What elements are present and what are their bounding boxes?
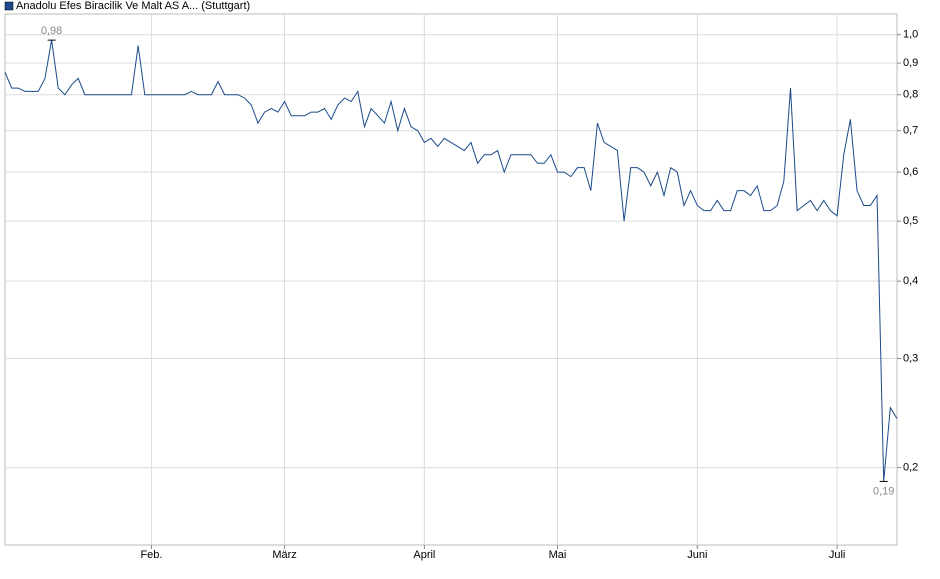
x-tick-label: Mai	[549, 549, 567, 561]
x-tick-label: März	[272, 549, 296, 561]
x-tick-label: Juni	[687, 549, 707, 561]
y-tick-label: 0,7	[903, 125, 918, 137]
x-tick-label: Juli	[829, 549, 846, 561]
legend-swatch	[4, 1, 14, 11]
plot-frame	[4, 13, 898, 546]
value-label: 0,98	[41, 25, 62, 37]
y-tick-label: 0,4	[903, 275, 918, 287]
y-tick-label: 0,6	[903, 166, 918, 178]
y-tick-label: 1,0	[903, 29, 918, 41]
x-tick-label: April	[413, 549, 435, 561]
legend-label: Anadolu Efes Biracilik Ve Malt AS A... (…	[16, 0, 250, 12]
value-label: 0,19	[873, 485, 894, 497]
y-tick-label: 0,5	[903, 215, 918, 227]
x-tick-label: Feb.	[140, 549, 162, 561]
y-tick-label: 0,3	[903, 352, 918, 364]
y-tick-label: 0,8	[903, 89, 918, 101]
y-tick-label: 0,2	[903, 462, 918, 474]
price-line	[4, 40, 898, 482]
y-tick-label: 0,9	[903, 57, 918, 69]
